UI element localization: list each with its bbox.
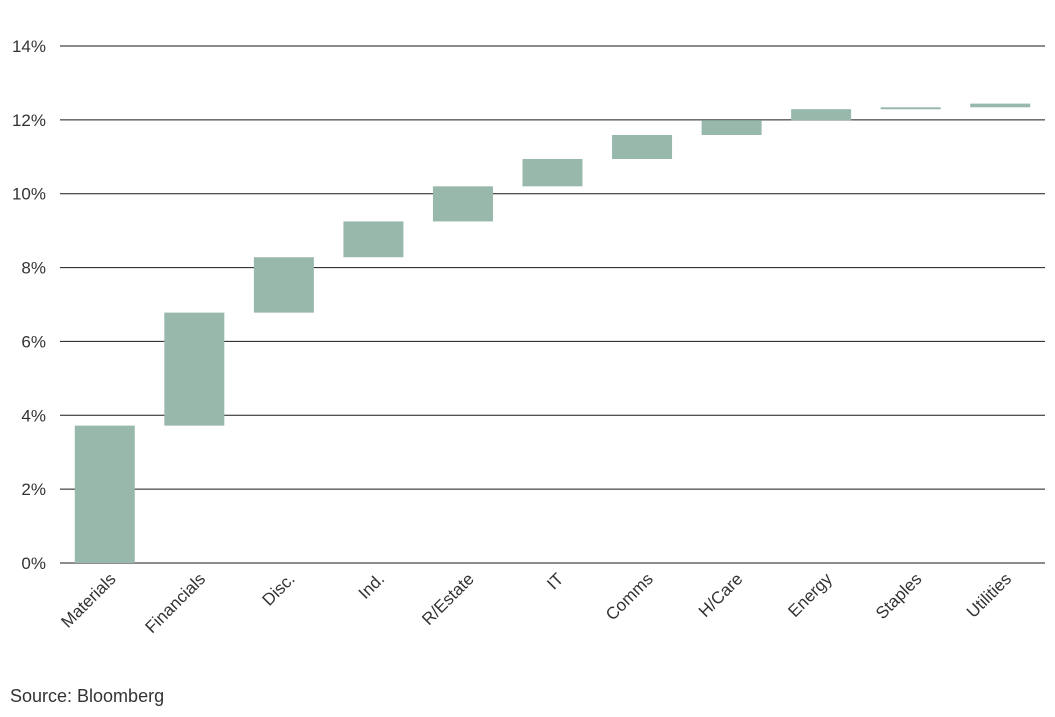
- bar-energy: [791, 109, 852, 121]
- bar-materials: [74, 425, 135, 563]
- x-category-label: Ind.: [355, 569, 388, 602]
- gridlines: [60, 45, 1045, 564]
- x-category-label: Utilities: [963, 569, 1015, 621]
- x-category-label: IT: [543, 569, 567, 593]
- x-category-label: H/Care: [695, 569, 747, 621]
- x-category-label: Staples: [872, 569, 926, 623]
- y-tick-label: 8%: [21, 259, 46, 278]
- x-category-label: Financials: [142, 569, 210, 637]
- bar-comms: [612, 134, 673, 160]
- bar-disc: [253, 257, 314, 313]
- x-category-label: Energy: [784, 569, 836, 621]
- x-category-label: R/Estate: [418, 569, 478, 629]
- bar-ind: [343, 221, 404, 258]
- bar-utilities: [970, 103, 1031, 108]
- y-tick-label: 6%: [21, 332, 46, 351]
- x-axis-category-labels: Materials Financials Disc. Ind. R/Estate IT Co…: [57, 569, 1015, 637]
- y-tick-label: 0%: [21, 554, 46, 573]
- bar-staples: [880, 107, 941, 110]
- y-tick-label: 10%: [12, 185, 46, 204]
- bar-r-estate: [432, 186, 493, 222]
- bar-h-care: [701, 120, 762, 135]
- x-category-label: Disc.: [259, 569, 299, 609]
- bar-financials: [164, 312, 225, 426]
- y-tick-label: 12%: [12, 111, 46, 130]
- x-category-label: Comms: [602, 569, 657, 624]
- x-category-label: Materials: [57, 569, 119, 631]
- bars: [74, 103, 1031, 563]
- y-axis-tick-labels: 0% 2% 4% 6% 8% 10% 12% 14%: [12, 37, 46, 573]
- y-tick-label: 4%: [21, 406, 46, 425]
- y-tick-label: 14%: [12, 37, 46, 56]
- source-note: Source: Bloomberg: [10, 686, 165, 706]
- bar-it: [522, 159, 583, 187]
- y-tick-label: 2%: [21, 480, 46, 499]
